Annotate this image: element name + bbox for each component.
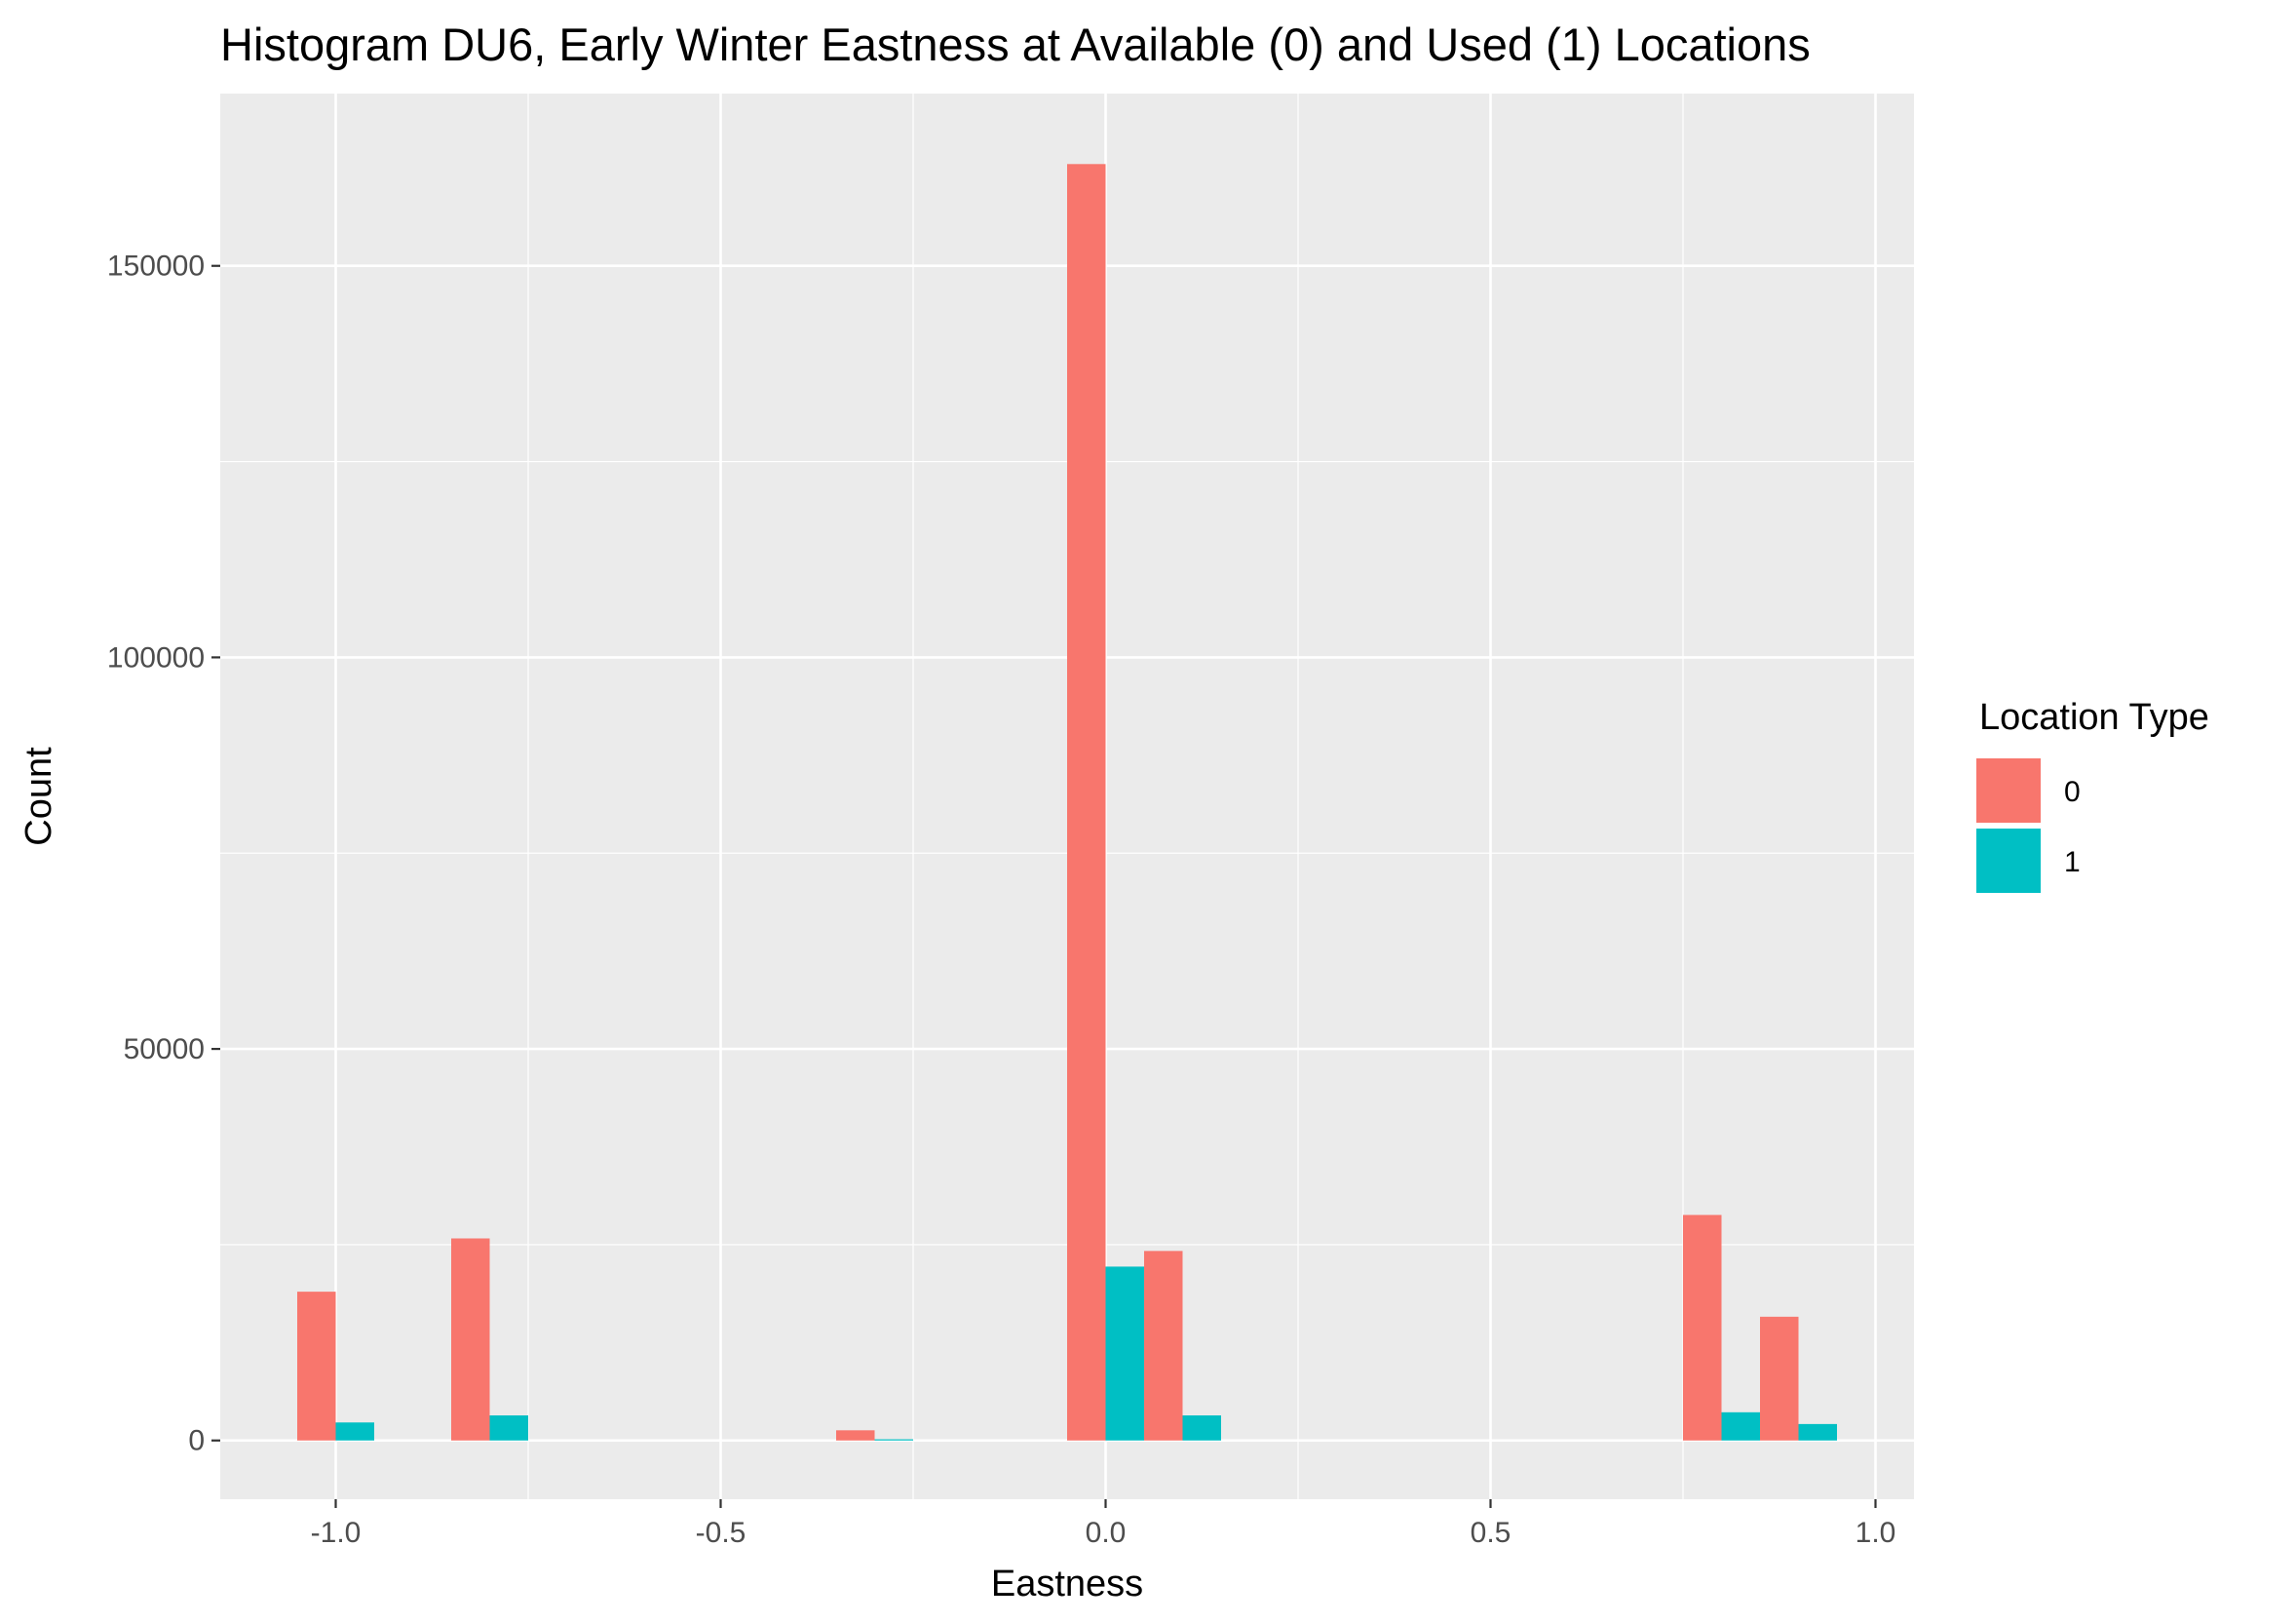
legend: Location Type 01: [1976, 697, 2209, 893]
bar-series-0: [451, 1238, 490, 1441]
legend-items: 01: [1976, 758, 2081, 893]
bar-series-0: [1683, 1215, 1722, 1441]
bar-series-1: [335, 1422, 374, 1441]
x-axis: -1.0 -0.5 0.0 0.5 1.0: [311, 1499, 1896, 1549]
x-tick-label: -0.5: [696, 1517, 746, 1549]
chart-title: Histogram DU6, Early Winter Eastness at …: [220, 19, 1811, 70]
y-tick-label: 100000: [107, 641, 205, 674]
y-tick-label: 150000: [107, 251, 205, 283]
y-axis-title: Count: [19, 747, 59, 846]
legend-label-0: 0: [2064, 776, 2081, 808]
bar-series-1: [1182, 1415, 1221, 1441]
x-tick-label: 1.0: [1856, 1517, 1896, 1549]
x-tick-label: 0.0: [1086, 1517, 1127, 1549]
x-tick-label: -1.0: [311, 1517, 362, 1549]
legend-key-0: [1976, 758, 2041, 823]
bar-series-0: [1067, 164, 1106, 1441]
bar-series-0: [1760, 1316, 1799, 1441]
x-axis-title: Eastness: [991, 1564, 1143, 1604]
bar-series-1: [489, 1415, 528, 1441]
bar-series-1: [1721, 1411, 1760, 1441]
bar-series-0: [297, 1292, 336, 1441]
legend-label-1: 1: [2064, 846, 2081, 878]
legend-title: Location Type: [1979, 697, 2209, 738]
bar-series-1: [874, 1439, 913, 1441]
legend-key-1: [1976, 829, 2041, 893]
y-axis: 0 50000 100000 150000: [107, 251, 220, 1457]
y-tick-label: 50000: [124, 1033, 205, 1065]
y-tick-label: 0: [188, 1425, 205, 1457]
bar-series-1: [1798, 1423, 1837, 1441]
bar-series-0: [836, 1430, 875, 1441]
x-tick-label: 0.5: [1471, 1517, 1512, 1549]
bar-series-1: [1105, 1266, 1144, 1441]
bars: [297, 164, 1837, 1441]
bar-series-0: [1144, 1251, 1183, 1441]
